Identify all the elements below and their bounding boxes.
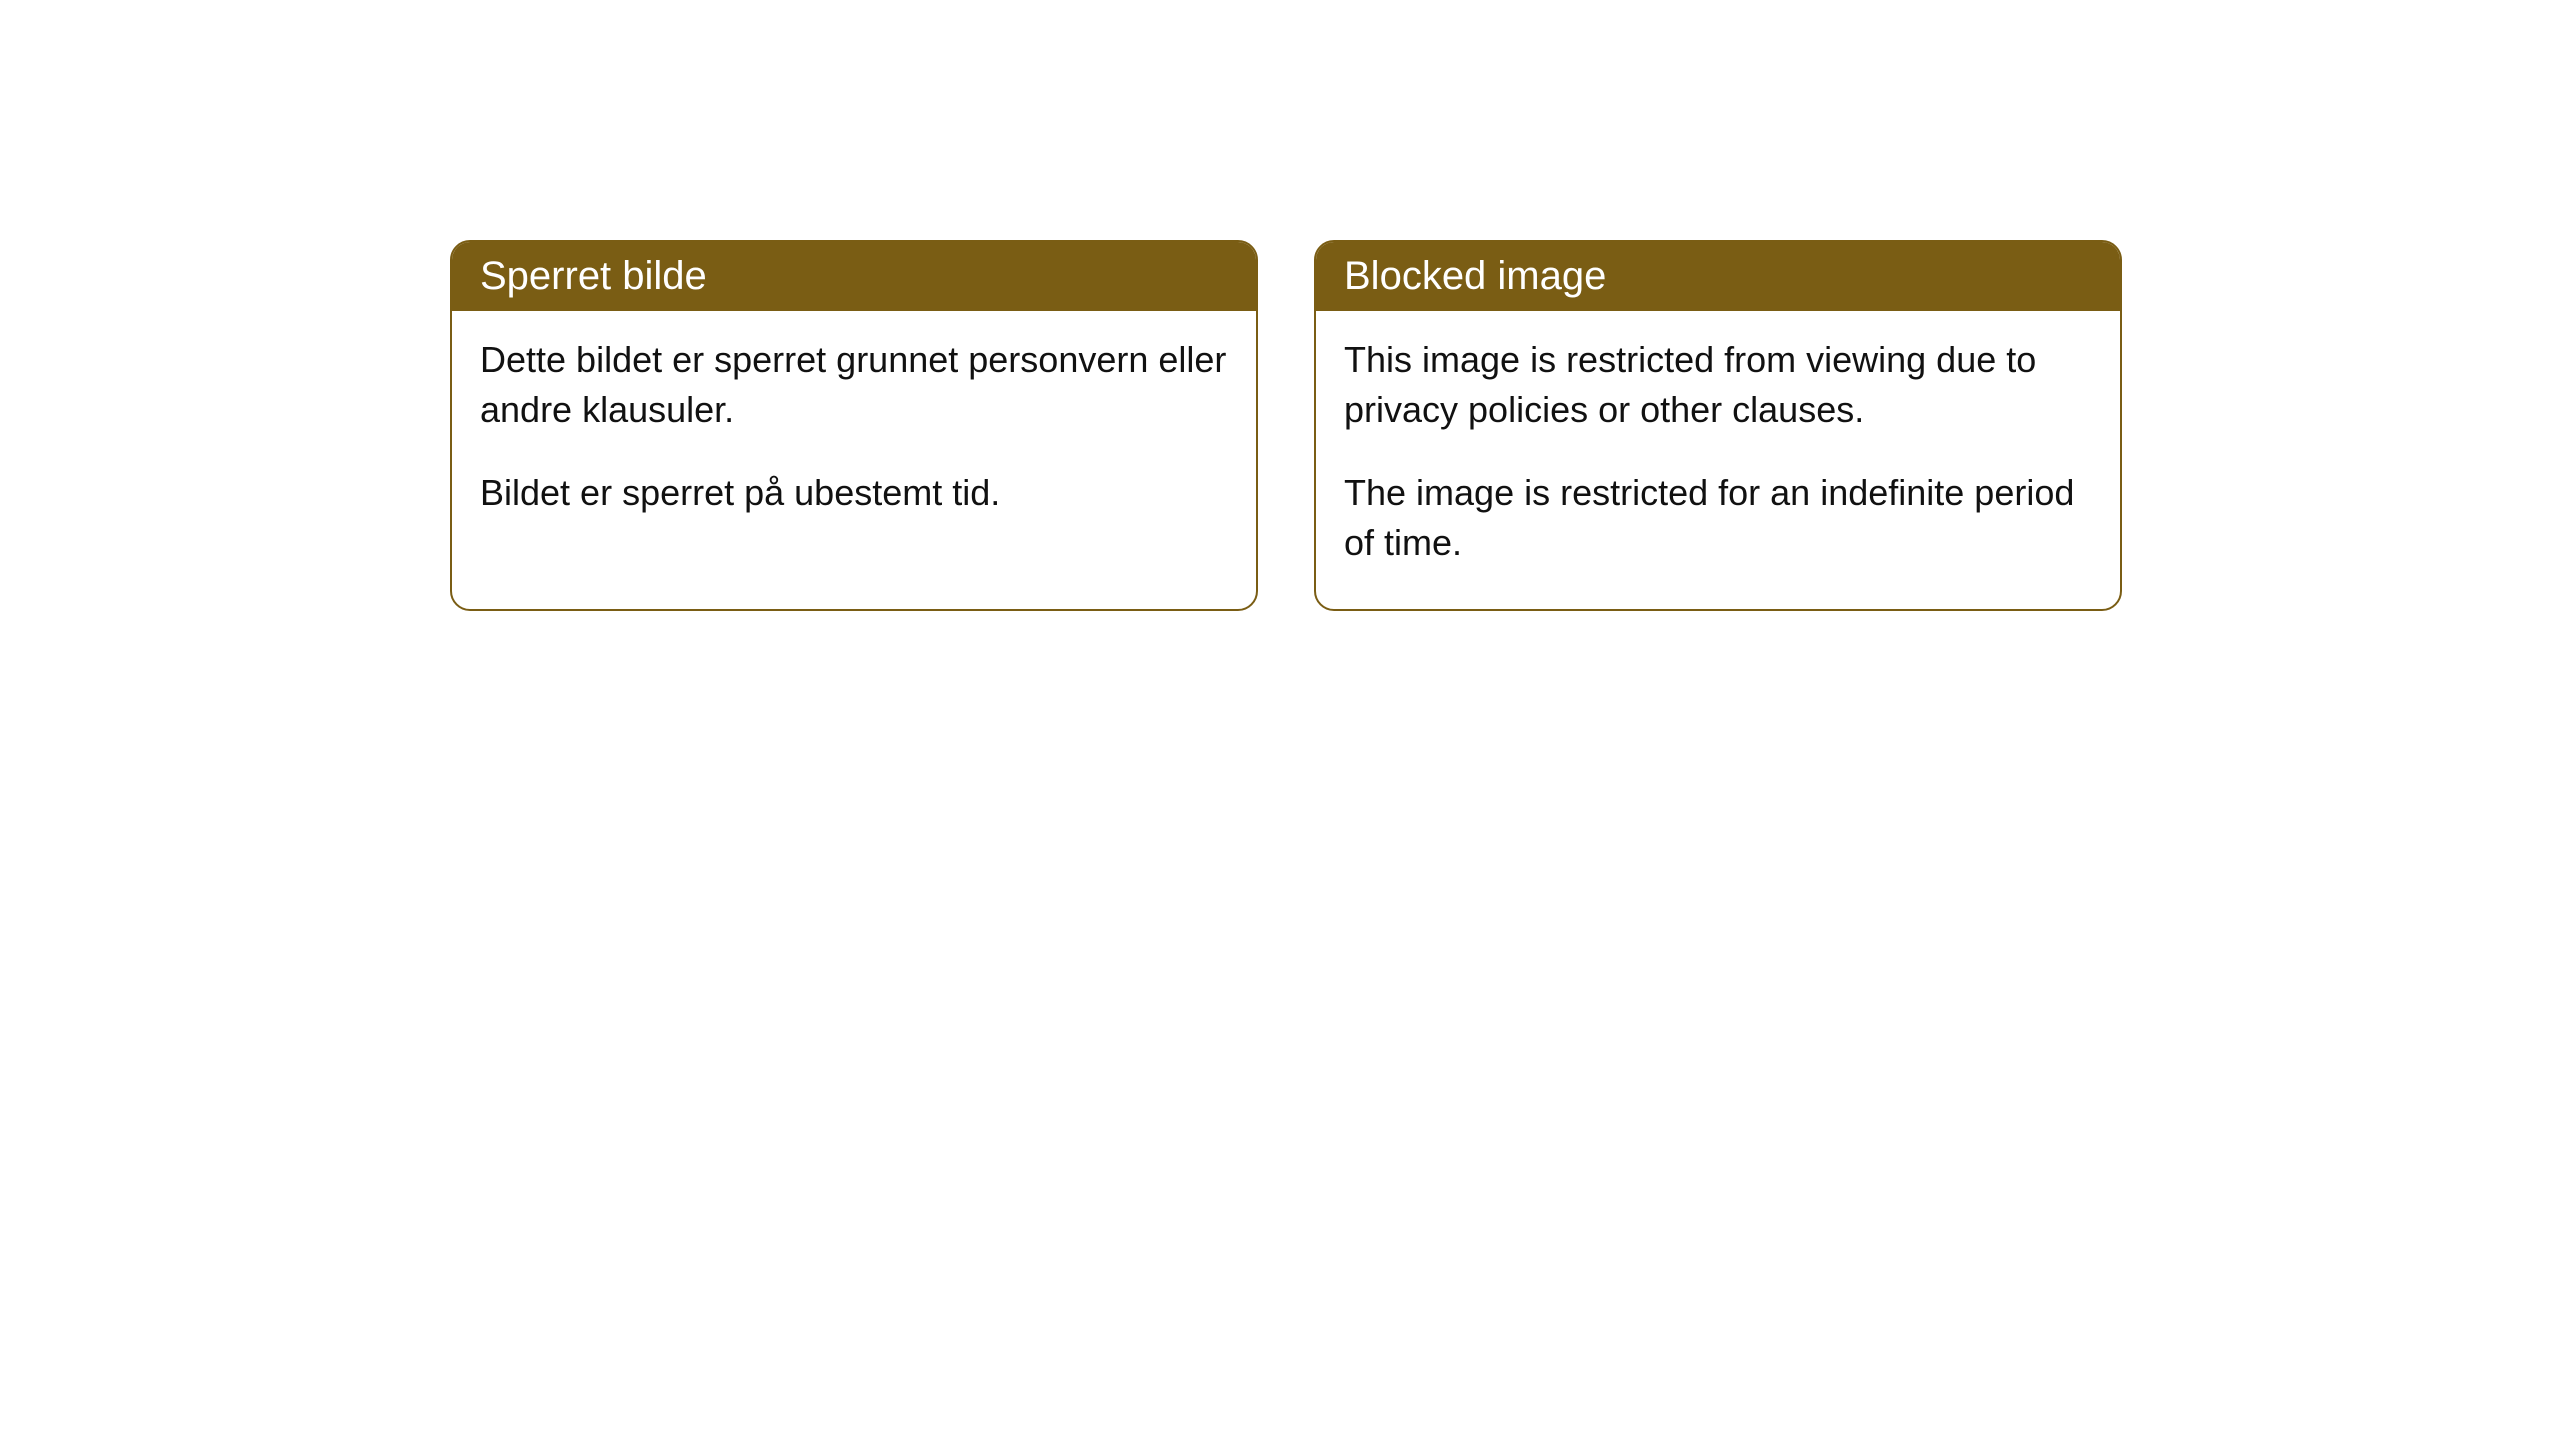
card-paragraph: Bildet er sperret på ubestemt tid. [480,468,1228,518]
card-title: Sperret bilde [480,254,707,298]
card-header: Blocked image [1316,242,2120,311]
card-paragraph: This image is restricted from viewing du… [1344,335,2092,436]
card-body: Dette bildet er sperret grunnet personve… [452,311,1256,558]
notice-card-norwegian: Sperret bilde Dette bildet er sperret gr… [450,240,1258,611]
card-paragraph: The image is restricted for an indefinit… [1344,468,2092,569]
notice-cards-container: Sperret bilde Dette bildet er sperret gr… [450,240,2122,611]
card-paragraph: Dette bildet er sperret grunnet personve… [480,335,1228,436]
card-header: Sperret bilde [452,242,1256,311]
card-title: Blocked image [1344,254,1606,298]
notice-card-english: Blocked image This image is restricted f… [1314,240,2122,611]
card-body: This image is restricted from viewing du… [1316,311,2120,609]
